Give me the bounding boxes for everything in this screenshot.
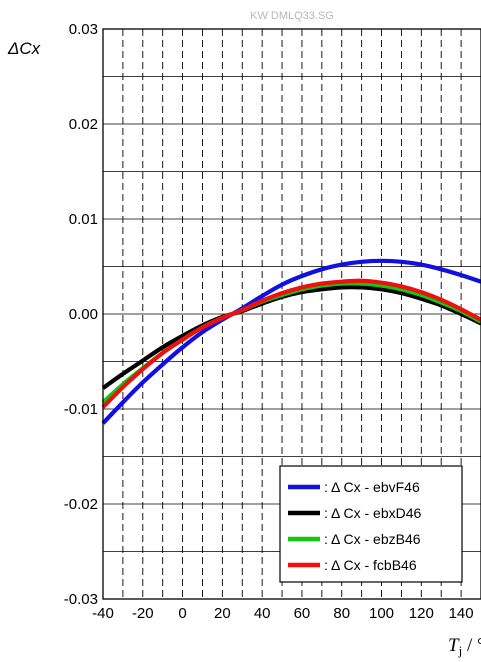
x-axis-label-subscript: j [458,643,463,658]
x-tick-label: 80 [333,605,350,622]
y-tick-label: 0.00 [69,306,98,323]
series-line-1 [101,285,481,390]
legend-label-1: : Δ Cx - ebxD46 [324,505,421,521]
series-layer [101,258,481,425]
y-tick-label: 0.03 [69,21,98,38]
legend-items: : Δ Cx - ebvF46 : Δ Cx - ebxD46 : Δ Cx - e… [288,479,421,573]
y-axis-label: ΔCx [7,39,41,58]
y-tick-label: -0.02 [64,496,98,513]
y-tick-labels: -0.03 -0.02 -0.01 0.00 0.01 0.02 0.03 [64,21,98,608]
y-tick-label: 0.02 [69,116,98,133]
series-line-3 [101,278,481,409]
legend: : Δ Cx - ebvF46 : Δ Cx - ebxD46 : Δ Cx - e… [279,465,463,583]
watermark-text: KW DMLQ33.SG [250,10,334,22]
x-tick-label: 120 [409,605,434,622]
x-tick-label: -20 [132,605,154,622]
x-tick-label: 20 [214,605,231,622]
x-tick-label: 100 [369,605,394,622]
x-tick-label: 0 [178,605,186,622]
plot-frame [102,28,481,600]
y-tick-label: -0.01 [64,401,98,418]
x-axis-label-symbol: T [448,635,460,656]
x-tick-label: 60 [294,605,311,622]
legend-label-3: : Δ Cx - fcbB46 [324,557,417,573]
x-axis-label: Tj / °C [448,635,481,658]
x-tick-label: 40 [254,605,271,622]
y-tick-label: 0.01 [69,211,98,228]
x-tick-label: 140 [449,605,474,622]
legend-label-2: : Δ Cx - ebzB46 [324,531,421,547]
x-tick-labels: -40 -20 0 20 40 60 80 100 120 140 [92,605,473,622]
x-tick-label: -40 [92,605,114,622]
y-tick-label: -0.03 [64,591,98,608]
legend-label-0: : Δ Cx - ebvF46 [324,479,420,495]
x-axis-label-unit: / °C [462,635,481,656]
series-line-0 [101,258,481,425]
